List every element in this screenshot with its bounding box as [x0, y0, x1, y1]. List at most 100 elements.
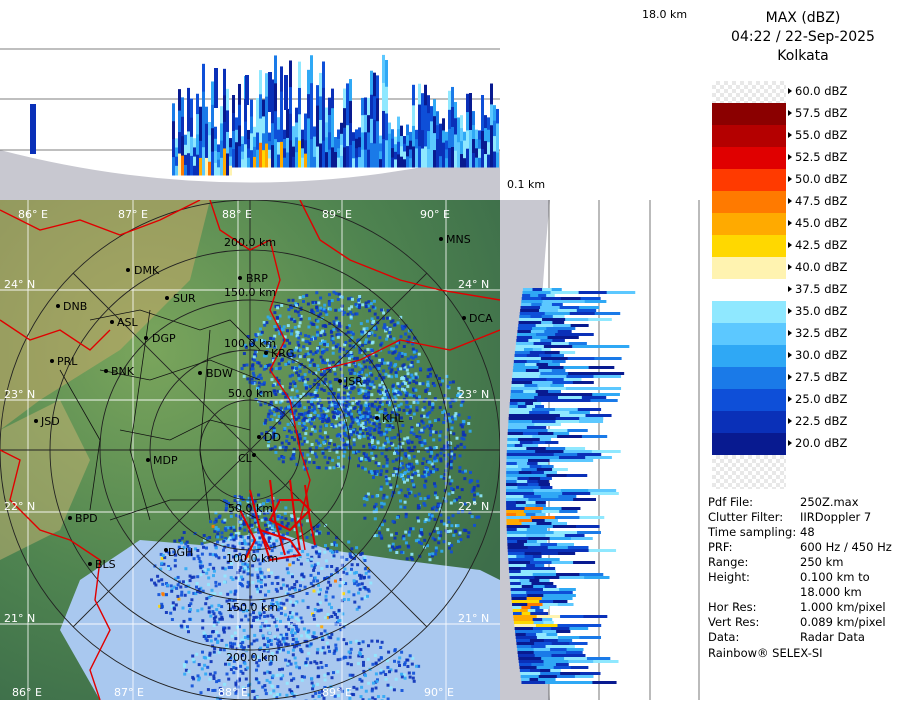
longitude-label: 87° E — [114, 686, 144, 699]
color-scale-label: 22.5 dBZ — [795, 414, 847, 428]
latitude-label: 23° N — [458, 388, 489, 401]
color-swatch — [712, 389, 786, 411]
scale-tick-icon — [788, 440, 792, 446]
color-scale-row: 42.5 dBZ — [700, 235, 906, 257]
color-scale-label: 47.5 dBZ — [795, 194, 847, 208]
svg-text:KRG: KRG — [271, 347, 294, 360]
info-key: Data: — [708, 630, 739, 644]
color-scale-row: 20.0 dBZ — [700, 433, 906, 455]
top-profile-svg — [0, 0, 500, 200]
range-ring-label: 150.0 km — [224, 286, 276, 299]
range-ring-label: 100.0 km — [226, 552, 278, 565]
longitude-label: 90° E — [424, 686, 454, 699]
scale-tick-icon — [788, 110, 792, 116]
color-swatch — [712, 433, 786, 455]
info-row: Data:Radar Data — [708, 630, 906, 645]
scale-tick-icon — [788, 176, 792, 182]
info-row: Vert Res:0.089 km/pixel — [708, 615, 906, 630]
color-scale-row: 35.0 dBZ — [700, 301, 906, 323]
color-scale-label: 52.5 dBZ — [795, 150, 847, 164]
info-value: 0.089 km/pixel — [800, 615, 886, 629]
info-value: 250Z.max — [800, 495, 859, 509]
range-ring-label: 100.0 km — [224, 337, 276, 350]
color-scale-label: 50.0 dBZ — [795, 172, 847, 186]
longitude-label: 89° E — [322, 208, 352, 221]
product-datetime: 04:22 / 22-Sep-2025 — [700, 28, 906, 46]
scale-tick-icon — [788, 308, 792, 314]
color-swatch — [712, 411, 786, 433]
color-scale-label: 32.5 dBZ — [795, 326, 847, 340]
color-scale-row: 47.5 dBZ — [700, 191, 906, 213]
color-scale-label: 40.0 dBZ — [795, 260, 847, 274]
info-key: Height: — [708, 570, 750, 584]
color-swatch — [712, 81, 786, 103]
scale-tick-icon — [788, 418, 792, 424]
scale-tick-icon — [788, 88, 792, 94]
side-height-profile — [500, 200, 700, 700]
info-row: Hor Res: 1.000 km/pixel — [708, 600, 906, 615]
info-row: Pdf File: 250Z.max — [708, 495, 906, 510]
scale-tick-icon — [788, 132, 792, 138]
color-scale-label: 27.5 dBZ — [795, 370, 847, 384]
color-scale-row: 57.5 dBZ — [700, 103, 906, 125]
latitude-label: 22° N — [4, 500, 35, 513]
color-swatch — [712, 257, 786, 279]
longitude-label: 88° E — [222, 208, 252, 221]
svg-text:DD: DD — [264, 431, 281, 444]
color-swatch — [712, 301, 786, 323]
latitude-label: 22° N — [458, 500, 489, 513]
latitude-label: 21° N — [458, 612, 489, 625]
color-swatch — [712, 279, 786, 301]
range-ring-label: 50.0 km — [228, 387, 273, 400]
color-scale-row: 25.0 dBZ — [700, 389, 906, 411]
color-scale-row: 60.0 dBZ — [700, 81, 906, 103]
svg-text:BPD: BPD — [75, 512, 98, 525]
svg-text:JSR: JSR — [344, 375, 363, 388]
color-scale-row: 50.0 dBZ — [700, 169, 906, 191]
longitude-label: 88° E — [218, 686, 248, 699]
color-swatch — [712, 345, 786, 367]
color-scale-label: 20.0 dBZ — [795, 436, 847, 450]
map-svg: 86° E 87° E 88° E 89° E 90° E 86° E 87° … — [0, 200, 500, 700]
info-row: PRF:600 Hz / 450 Hz — [708, 540, 906, 555]
legend-panel: MAX (dBZ) 04:22 / 22-Sep-2025 Kolkata 60… — [700, 0, 906, 700]
info-value: 250 km — [800, 555, 843, 569]
svg-text:PRL: PRL — [57, 355, 78, 368]
footer-credit: Rainbow® SELEX-SI — [708, 646, 823, 660]
color-scale-label: 60.0 dBZ — [795, 84, 847, 98]
svg-text:DNB: DNB — [63, 300, 87, 313]
product-title: MAX (dBZ) — [700, 9, 906, 27]
color-swatch — [712, 125, 786, 147]
color-swatch — [712, 169, 786, 191]
longitude-label: 90° E — [420, 208, 450, 221]
range-ring-label: 200.0 km — [224, 236, 276, 249]
side-echo-profile — [506, 288, 635, 684]
color-scale-label: 45.0 dBZ — [795, 216, 847, 230]
svg-text:DCA: DCA — [469, 312, 493, 325]
color-scale-row: 32.5 dBZ — [700, 323, 906, 345]
color-scale-row: 55.0 dBZ — [700, 125, 906, 147]
color-scale-row: 52.5 dBZ — [700, 147, 906, 169]
info-value: 1.000 km/pixel — [800, 600, 886, 614]
color-scale-row: 22.5 dBZ — [700, 411, 906, 433]
info-row: Clutter Filter:IIRDoppler 7 — [708, 510, 906, 525]
range-ring-label: 200.0 km — [226, 651, 278, 664]
info-key: Time sampling: — [708, 525, 796, 539]
station-name: Kolkata — [700, 47, 906, 65]
top-echo-profile — [30, 55, 499, 176]
scale-tick-icon — [788, 396, 792, 402]
color-swatch — [712, 147, 786, 169]
color-scale-label: 35.0 dBZ — [795, 304, 847, 318]
info-row: Time sampling: 48 — [708, 525, 906, 540]
info-key: Hor Res: — [708, 600, 756, 614]
longitude-label: 86° E — [12, 686, 42, 699]
svg-text:DMK: DMK — [134, 264, 160, 277]
info-value: 48 — [800, 525, 815, 539]
info-key: Pdf File: — [708, 495, 753, 509]
color-swatch — [712, 235, 786, 257]
place-DGH: DGH — [164, 546, 193, 559]
svg-text:CL: CL — [238, 452, 253, 465]
range-ring-label: 150.0 km — [226, 601, 278, 614]
